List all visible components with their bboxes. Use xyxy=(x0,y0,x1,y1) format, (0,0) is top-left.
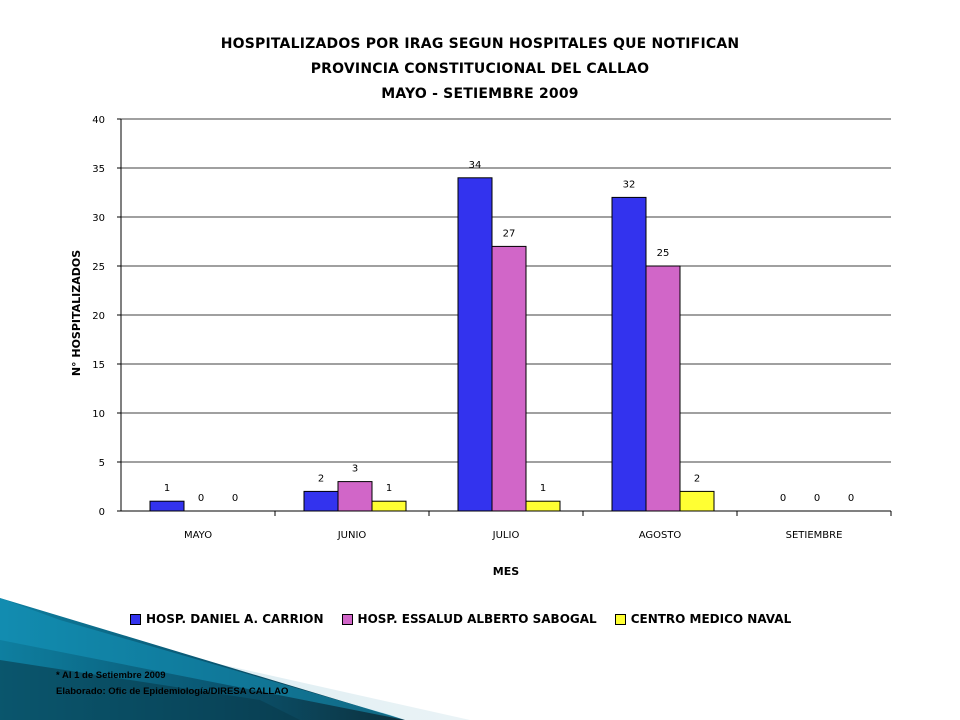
data-label: 27 xyxy=(503,228,516,239)
data-label: 1 xyxy=(164,483,170,494)
y-tick-label: 20 xyxy=(92,311,105,322)
y-tick-label: 30 xyxy=(92,213,105,224)
legend-label-carrion: HOSP. DANIEL A. CARRION xyxy=(146,612,324,626)
y-axis-title: N° HOSPITALIZADOS xyxy=(70,250,83,376)
bar xyxy=(149,500,185,512)
y-tick-label: 40 xyxy=(92,115,105,126)
data-label: 25 xyxy=(657,248,670,259)
legend-item-carrion: HOSP. DANIEL A. CARRION xyxy=(130,612,324,626)
data-label: 1 xyxy=(386,483,392,494)
legend-swatch-naval xyxy=(614,613,626,625)
legend-swatch-carrion xyxy=(130,613,141,625)
y-tick-label: 15 xyxy=(92,360,105,371)
data-label: 2 xyxy=(694,473,700,484)
data-label: 0 xyxy=(232,493,238,504)
bar xyxy=(337,481,373,512)
footnote-source: Elaborado: Ofic de Epidemiología/DIRESA … xyxy=(56,686,289,697)
data-label: 32 xyxy=(623,179,636,190)
bar xyxy=(457,177,493,512)
y-tick-label: 10 xyxy=(92,409,105,420)
y-tick-label: 0 xyxy=(99,507,105,518)
y-tick-label: 25 xyxy=(92,262,105,273)
chart-title-line-3: MAYO - SETIEMBRE 2009 xyxy=(381,86,579,102)
bar xyxy=(525,500,561,512)
data-label: 0 xyxy=(848,493,854,504)
bar xyxy=(679,490,715,512)
bar xyxy=(371,500,407,512)
data-label: 0 xyxy=(814,493,820,504)
y-tick-label: 35 xyxy=(92,164,105,175)
bar xyxy=(645,265,681,512)
chart-title-line-1: HOSPITALIZADOS POR IRAG SEGUN HOSPITALES… xyxy=(220,36,740,52)
legend-item-naval: CENTRO MEDICO NAVAL xyxy=(614,612,792,626)
x-tick-label: JUNIO xyxy=(337,530,367,541)
bar xyxy=(611,196,647,512)
chart-legend: HOSP. DANIEL A. CARRION HOSP. ESSALUD AL… xyxy=(130,610,809,628)
legend-item-sabogal: HOSP. ESSALUD ALBERTO SABOGAL xyxy=(341,612,597,626)
x-tick-label: SETIEMBRE xyxy=(786,530,843,541)
x-tick-label: AGOSTO xyxy=(639,530,682,541)
data-label: 3 xyxy=(352,464,358,475)
bar xyxy=(491,245,527,512)
x-tick-label: MAYO xyxy=(184,530,212,541)
data-label: 2 xyxy=(318,473,324,484)
y-tick-label: 5 xyxy=(99,458,105,469)
data-label: 0 xyxy=(198,493,204,504)
legend-label-naval: CENTRO MEDICO NAVAL xyxy=(630,612,792,626)
legend-label-sabogal: HOSP. ESSALUD ALBERTO SABOGAL xyxy=(357,612,597,626)
chart-title-line-2: PROVINCIA CONSTITUCIONAL DEL CALLAO xyxy=(310,61,650,77)
data-label: 1 xyxy=(540,483,546,494)
x-axis-title: MES xyxy=(493,565,519,578)
data-label: 34 xyxy=(469,160,482,171)
footnote-date: * Al 1 de Setiembre 2009 xyxy=(56,670,166,681)
data-label: 0 xyxy=(780,493,786,504)
legend-swatch-sabogal xyxy=(341,613,353,625)
x-tick-label: JULIO xyxy=(492,530,520,541)
